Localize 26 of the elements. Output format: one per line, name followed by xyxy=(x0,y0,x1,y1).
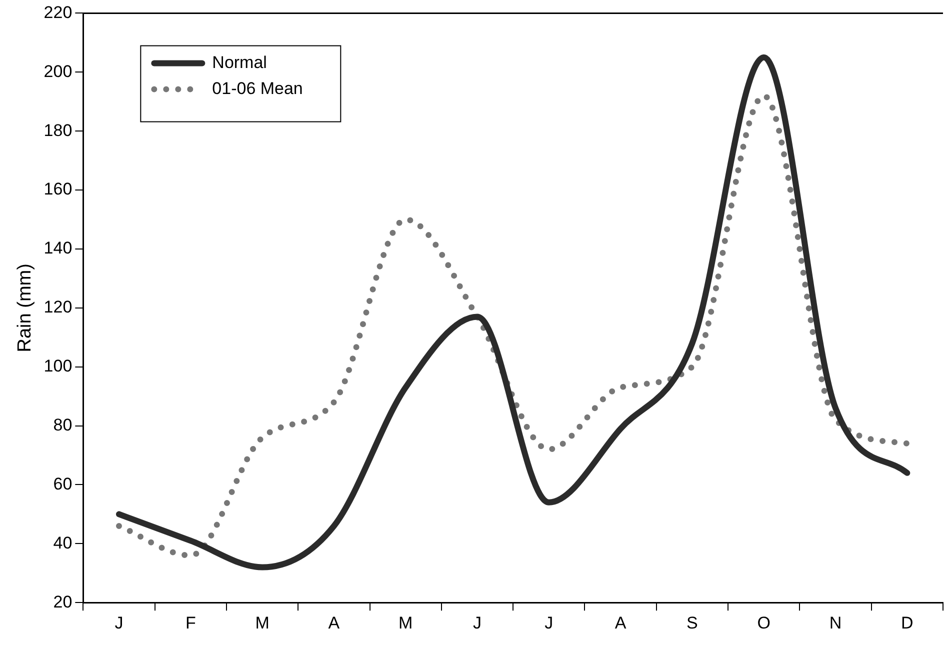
legend-label: 01-06 Mean xyxy=(212,78,303,98)
x-tick-label: J xyxy=(114,613,124,632)
y-tick-label: 180 xyxy=(44,120,72,140)
x-tick-label: A xyxy=(328,613,340,632)
y-tick-label: 20 xyxy=(53,592,72,612)
y-axis-title: Rain (mm) xyxy=(14,264,36,352)
x-tick-label: M xyxy=(255,613,270,632)
x-tick-label: J xyxy=(544,613,554,632)
y-tick-label: 200 xyxy=(44,62,72,81)
x-tick-label: J xyxy=(473,613,482,632)
x-tick-label: D xyxy=(901,613,914,632)
x-tick-label: O xyxy=(757,613,770,632)
x-tick-label: M xyxy=(398,613,413,632)
y-tick-label: 100 xyxy=(44,356,72,376)
x-tick-label: F xyxy=(185,613,196,632)
y-tick-label: 80 xyxy=(53,415,72,434)
x-tick-label: A xyxy=(614,613,627,632)
x-tick-label: N xyxy=(829,613,842,632)
y-tick-label: 40 xyxy=(53,533,72,552)
x-tick-label: S xyxy=(686,613,698,632)
y-tick-label: 160 xyxy=(44,180,72,199)
y-tick-label: 140 xyxy=(44,238,72,258)
y-tick-label: 120 xyxy=(44,298,72,317)
legend-label: Normal xyxy=(212,52,267,72)
y-tick-label: 220 xyxy=(44,2,72,22)
y-tick-label: 60 xyxy=(53,474,72,494)
